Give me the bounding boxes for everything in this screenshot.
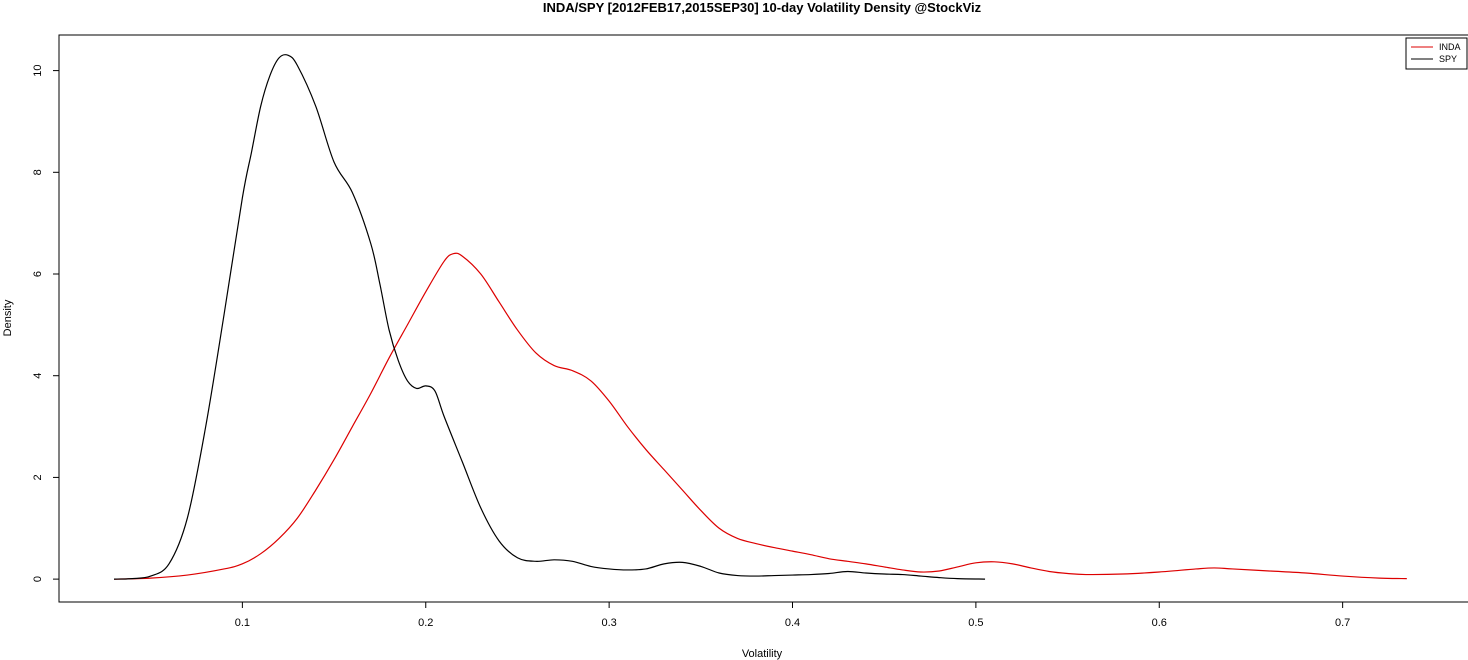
- x-tick-label: 0.7: [1335, 617, 1350, 629]
- x-tick-label: 0.3: [601, 617, 616, 629]
- series-line-inda: [113, 252, 1407, 580]
- y-tick-label: 0: [32, 576, 44, 582]
- x-tick-label: 0.6: [1152, 617, 1167, 629]
- y-axis-label: Density: [2, 299, 14, 336]
- x-tick-label: 0.2: [418, 617, 433, 629]
- y-tick-label: 8: [32, 169, 44, 175]
- plot-frame: [58, 34, 1468, 603]
- x-axis: 0.1 0.2 0.3 0.4 0.5 0.6 0.7: [235, 602, 1350, 629]
- y-tick-label: 6: [32, 271, 44, 277]
- x-axis-label: Volatility: [742, 648, 783, 660]
- legend-label-inda: INDA: [1439, 42, 1461, 52]
- y-tick-label: 10: [32, 64, 44, 76]
- y-tick-label: 2: [32, 474, 44, 480]
- y-tick-label: 4: [32, 373, 44, 379]
- legend-label-spy: SPY: [1439, 54, 1457, 64]
- y-axis: 0 2 4 6 8 10: [32, 64, 59, 582]
- chart-title: INDA/SPY [2012FEB17,2015SEP30] 10-day Vo…: [543, 0, 982, 15]
- legend-items: INDA SPY: [1411, 42, 1461, 64]
- legend-box: [1405, 37, 1468, 70]
- legend: INDA SPY: [1405, 37, 1468, 70]
- x-tick-label: 0.1: [235, 617, 250, 629]
- series-line-spy: [113, 54, 986, 580]
- x-tick-label: 0.5: [968, 617, 983, 629]
- series-layer: [113, 54, 1407, 580]
- x-tick-label: 0.4: [785, 617, 800, 629]
